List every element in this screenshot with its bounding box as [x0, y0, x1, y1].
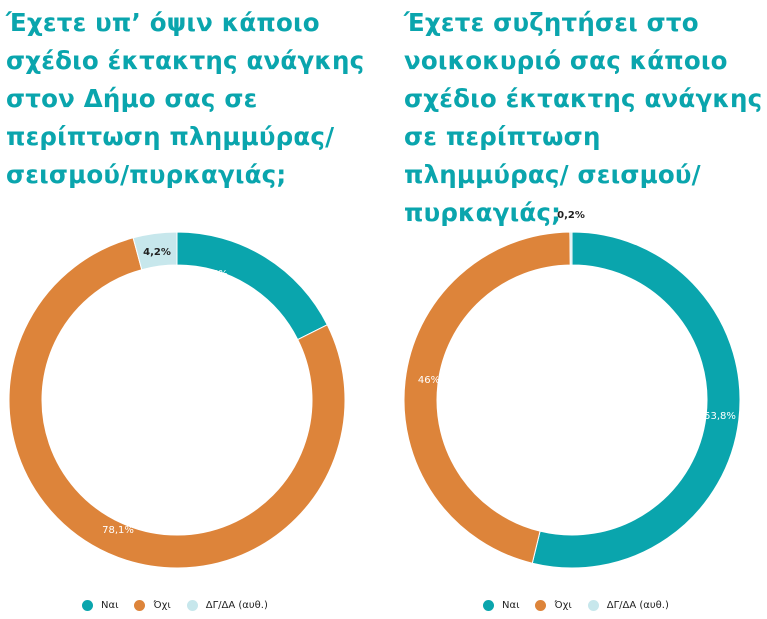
legend-label-left-2: Όχι: [153, 599, 171, 611]
legend-label-right-1: Ναι: [502, 599, 520, 611]
legend-item-left-2: Όχι: [134, 599, 171, 611]
data-label-right-3: 0,2%: [557, 210, 585, 221]
legend-swatch-left-3: [186, 599, 198, 611]
legend-item-right-2: Όχι: [535, 599, 572, 611]
donut-slice-right-3: [569, 231, 573, 266]
legend-right: Ναι Όχι ΔΓ/ΔΑ (αυθ.): [483, 597, 685, 613]
donut-slice-left-3: [132, 231, 178, 271]
donut-slice-right-2: [403, 231, 571, 564]
legend-label-right-3: ΔΓ/ΔΑ (αυθ.): [606, 599, 669, 611]
donut-chart-right: 53,8% 46% 0,2%: [403, 210, 741, 569]
legend-swatch-right-2: [535, 599, 547, 611]
legend-item-left-3: ΔΓ/ΔΑ (αυθ.): [186, 599, 268, 611]
legend-item-right-3: ΔΓ/ΔΑ (αυθ.): [587, 599, 669, 611]
legend-swatch-left-1: [82, 599, 93, 611]
chart-title-right: Έχετε συζητήσει στο νοικοκυριό σας κάποι…: [404, 8, 763, 227]
legend-label-left-1: Ναι: [101, 599, 119, 611]
donut-chart-left: 17,6% 78,1% 4,2%: [8, 231, 346, 569]
legend-swatch-right-3: [587, 599, 599, 611]
legend-item-right-1: Ναι: [483, 599, 520, 611]
data-label-left-2: 78,1%: [102, 525, 134, 536]
chart-panel-right: Έχετε συζητήσει στο νοικοκυριό σας κάποι…: [398, 0, 767, 619]
data-label-left-1: 17,6%: [196, 269, 228, 280]
donut-slice-left-1: [176, 231, 328, 341]
legend-item-left-1: Ναι: [82, 599, 119, 611]
chart-panel-left: Έχετε υπ’ όψιν κάποιο σχέδιο έκτακτης αν…: [0, 0, 383, 619]
donut-slice-right-1: [531, 231, 741, 569]
donut-slice-left-2: [8, 237, 346, 569]
legend-label-left-3: ΔΓ/ΔΑ (αυθ.): [205, 599, 268, 611]
legend-label-right-2: Όχι: [554, 599, 572, 611]
data-label-right-1: 53,8%: [704, 411, 736, 422]
legend-swatch-right-1: [483, 599, 494, 611]
legend-left: Ναι Όχι ΔΓ/ΔΑ (αυθ.): [82, 597, 284, 613]
data-label-left-3: 4,2%: [143, 247, 171, 258]
legend-swatch-left-2: [134, 599, 146, 611]
data-label-right-2: 46%: [418, 375, 440, 386]
chart-title-left: Έχετε υπ’ όψιν κάποιο σχέδιο έκτακτης αν…: [6, 8, 365, 189]
